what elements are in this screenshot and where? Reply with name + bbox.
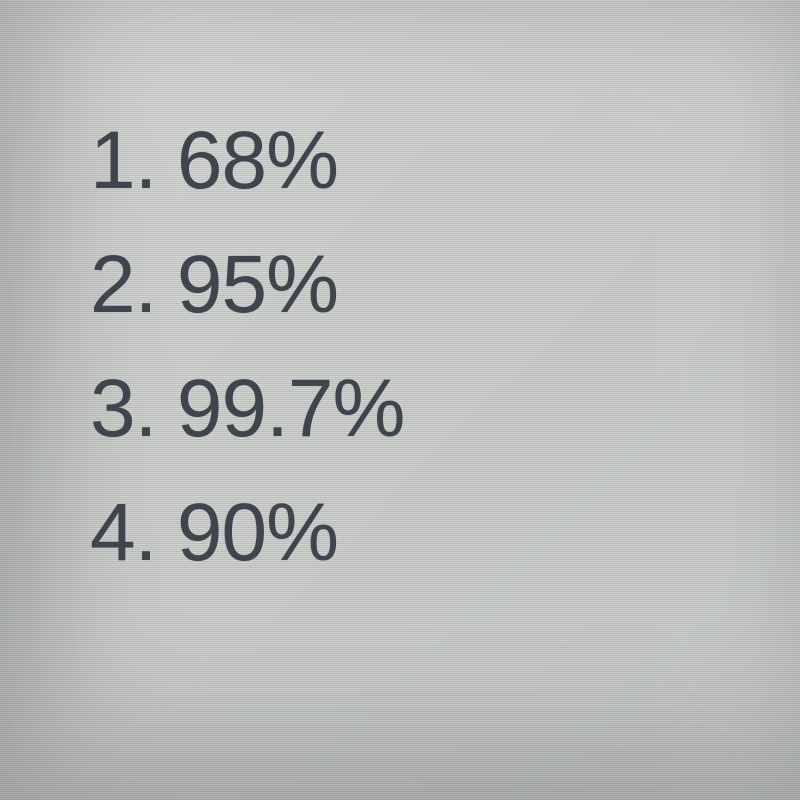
item-value: 99.7%: [177, 368, 405, 450]
item-value: 90%: [177, 492, 338, 574]
item-index: 2.: [90, 244, 156, 326]
item-value: 95%: [177, 244, 338, 326]
item-index: 4.: [90, 492, 156, 574]
item-index: 3.: [90, 368, 156, 450]
item-index: 1.: [90, 120, 156, 202]
list-item: 4. 90%: [90, 492, 404, 574]
list-item: 2. 95%: [90, 244, 404, 326]
item-value: 68%: [177, 120, 338, 202]
list-item: 1. 68%: [90, 120, 404, 202]
list-item: 3. 99.7%: [90, 368, 404, 450]
numbered-list: 1. 68% 2. 95% 3. 99.7% 4. 90%: [90, 120, 404, 574]
